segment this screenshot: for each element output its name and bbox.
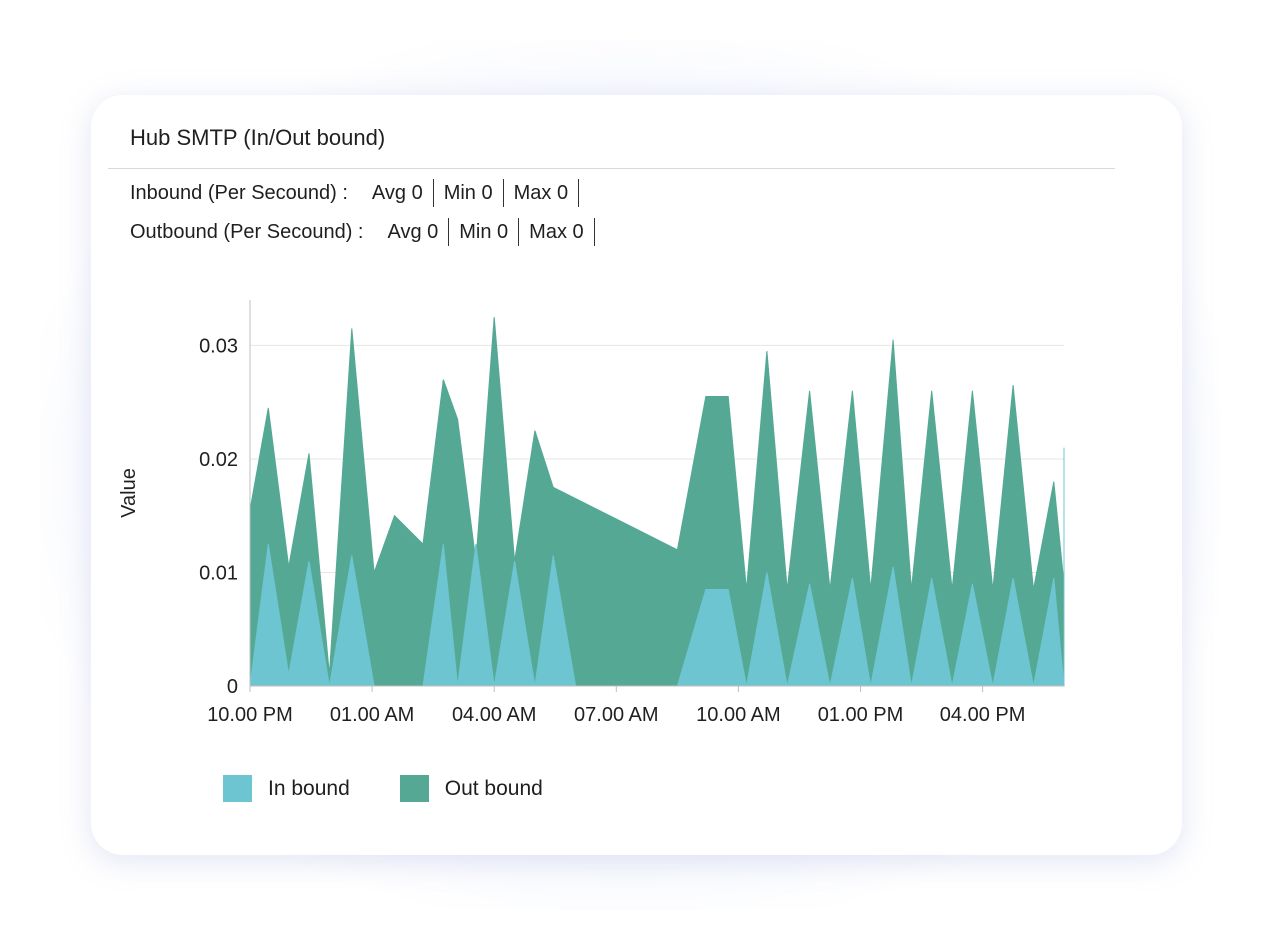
inbound-min: Min 0 xyxy=(434,179,504,207)
y-tick-label-2: 0.02 xyxy=(199,449,238,471)
inbound-max: Max 0 xyxy=(504,179,580,207)
panel-title: Hub SMTP (In/Out bound) xyxy=(130,125,386,150)
y-tick-label-3: 0.03 xyxy=(199,335,238,357)
y-tick-label-1: 0.01 xyxy=(199,562,238,584)
y-tick-label-0: 0 xyxy=(227,676,238,698)
legend-label-inbound: In bound xyxy=(268,776,350,800)
x-tick-label-5: 01.00 PM xyxy=(818,704,904,726)
x-tick-label-4: 10.00 AM xyxy=(696,704,781,726)
x-tick-label-3: 07.00 AM xyxy=(574,704,659,726)
x-tick-label-0: 10.00 PM xyxy=(207,704,293,726)
chart-legend: In bound Out bound xyxy=(223,775,593,802)
x-tick-label-6: 04.00 PM xyxy=(940,704,1026,726)
x-tick-label-2: 04.00 AM xyxy=(452,704,537,726)
widget-card: Hub SMTP (In/Out bound) Inbound (Per Sec… xyxy=(91,95,1182,855)
inbound-avg: Avg 0 xyxy=(362,179,434,207)
outbound-stats-label: Outbound (Per Secound) : xyxy=(130,220,364,243)
outbound-stats: Outbound (Per Secound) : Avg 0 Min 0 Max… xyxy=(130,218,595,246)
outbound-min: Min 0 xyxy=(449,218,520,246)
legend-item-outbound[interactable]: Out bound xyxy=(399,775,543,802)
inbound-stats: Inbound (Per Secound) : Avg 0 Min 0 Max … xyxy=(130,179,580,207)
area-chart: 0 0.01 0.02 0.03 10.00 PM 01.00 AM 04.00 AM 07.… xyxy=(118,300,1065,726)
outbound-avg: Avg 0 xyxy=(377,218,450,246)
legend-label-outbound: Out bound xyxy=(444,776,543,800)
outbound-max: Max 0 xyxy=(519,218,595,246)
legend-item-inbound[interactable]: In bound xyxy=(223,775,350,802)
legend-swatch-outbound xyxy=(399,775,429,802)
legend-swatch-inbound xyxy=(223,775,252,802)
inbound-stats-label: Inbound (Per Secound) : xyxy=(130,181,348,204)
title-divider xyxy=(108,168,1115,169)
y-axis-label: Value xyxy=(118,468,140,518)
area-series-outbound xyxy=(249,316,1065,687)
x-tick-label-1: 01.00 AM xyxy=(330,704,415,726)
